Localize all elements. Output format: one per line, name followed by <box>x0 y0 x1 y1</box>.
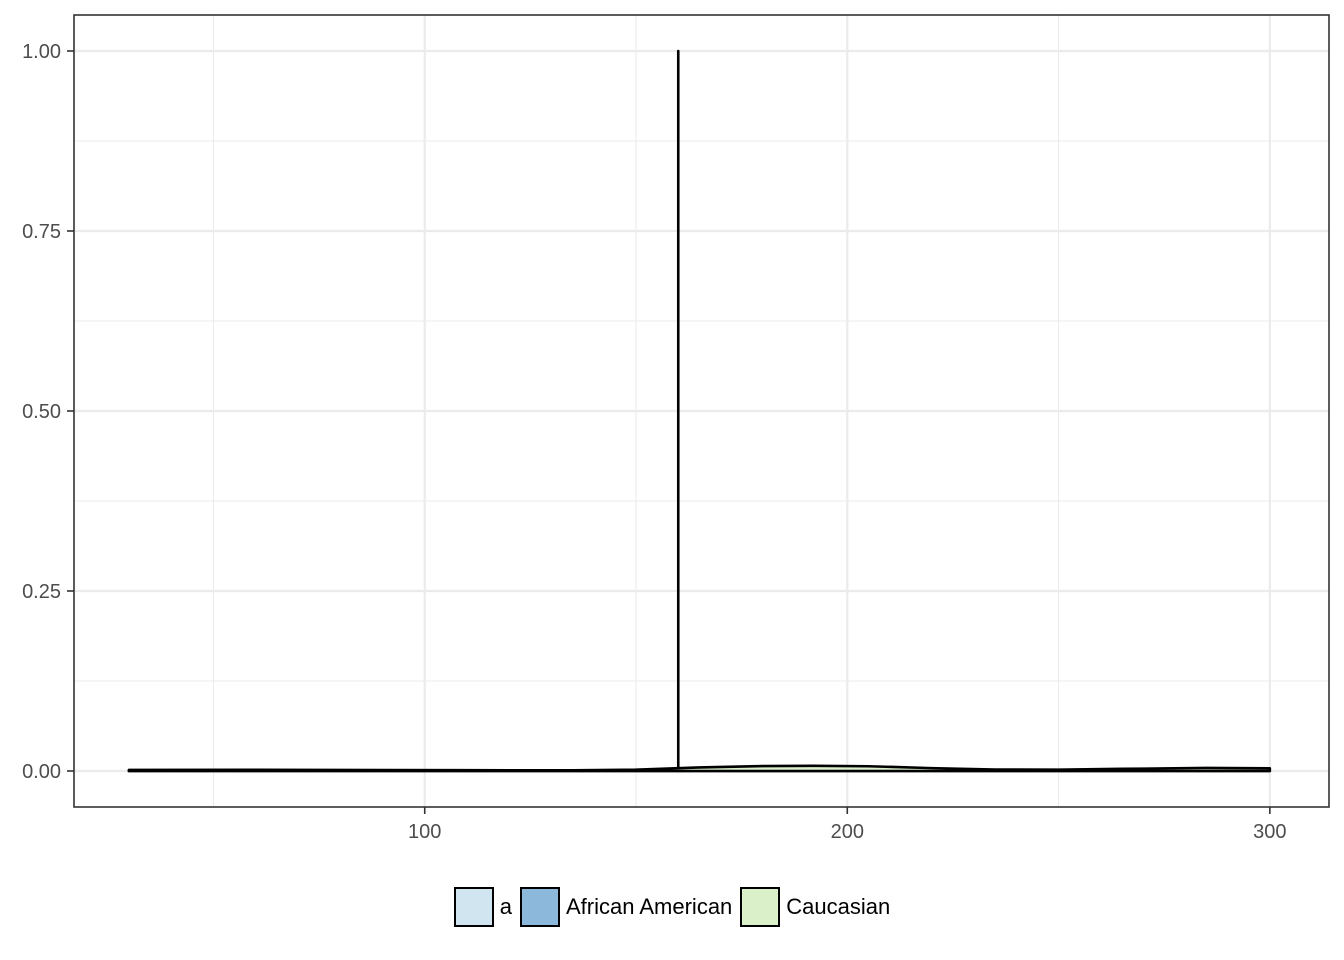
x-tick-label: 100 <box>408 821 441 843</box>
x-tick-label: 200 <box>831 821 864 843</box>
y-tick-label: 1.00 <box>22 41 61 63</box>
y-tick-label: 0.25 <box>22 581 61 603</box>
legend-item-0: a <box>453 887 512 927</box>
y-tick-label: 0.00 <box>22 761 61 783</box>
density-areas <box>127 49 1272 773</box>
y-tick-label: 0.75 <box>22 221 61 243</box>
legend-key-swatch <box>520 887 560 927</box>
x-tick-label: 300 <box>1253 821 1286 843</box>
legend-key-swatch <box>740 887 781 927</box>
legend-label: a <box>499 894 512 919</box>
legend-key-swatch <box>453 887 494 927</box>
legend-label: African American <box>566 894 733 919</box>
legend-label: Caucasian <box>786 894 891 919</box>
legend-item-2: Caucasian <box>740 887 890 927</box>
density-area-series-2 <box>127 764 1272 773</box>
density-chart: 0.00 0.25 0.50 0.75 1.00 100 200 300 <box>22 14 1330 843</box>
legend: a African American Caucasian <box>0 884 1344 930</box>
legend-item-1: African American <box>520 887 732 927</box>
axes: 0.00 0.25 0.50 0.75 1.00 100 200 300 <box>22 41 1286 843</box>
y-tick-label: 0.50 <box>22 401 61 423</box>
